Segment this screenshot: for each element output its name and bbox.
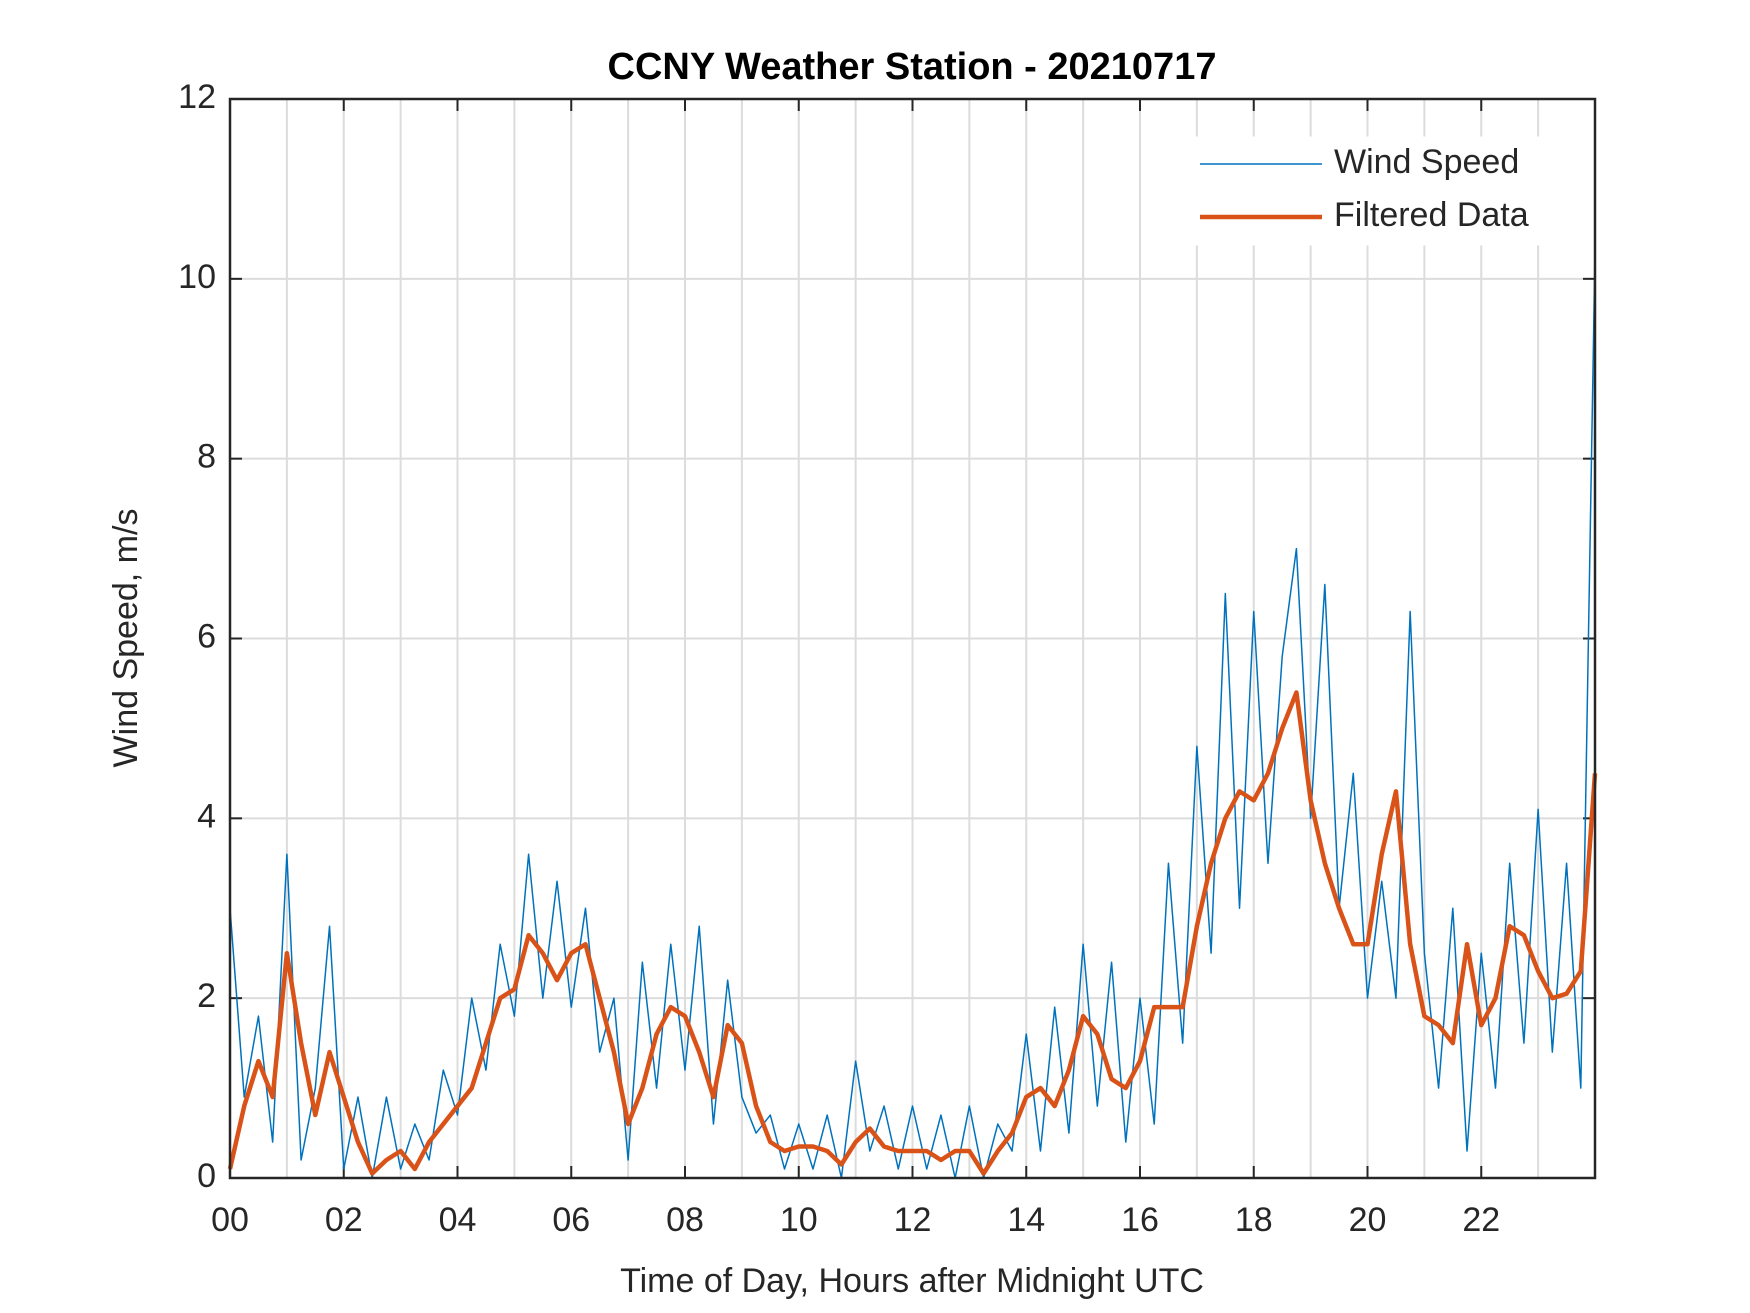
- x-tick-label: 00: [211, 1201, 249, 1239]
- y-tick-label: 2: [197, 977, 216, 1015]
- x-tick-label: 08: [666, 1201, 704, 1239]
- y-tick-label: 6: [197, 617, 216, 655]
- x-tick-label: 02: [325, 1201, 363, 1239]
- y-tick-label: 0: [197, 1157, 216, 1195]
- x-tick-label: 22: [1462, 1201, 1500, 1239]
- x-tick-label: 04: [439, 1201, 477, 1239]
- y-tick-label: 4: [197, 797, 216, 835]
- data-line: [227, 690, 1598, 1176]
- x-tick-label: 20: [1349, 1201, 1387, 1239]
- x-tick-label: 06: [552, 1201, 590, 1239]
- y-axis-label: Wind Speed, m/s: [107, 509, 145, 768]
- x-axis-label: Time of Day, Hours after Midnight UTC: [620, 1262, 1204, 1300]
- legend-label: Filtered Data: [1334, 196, 1529, 234]
- x-tick-label: 16: [1121, 1201, 1159, 1239]
- legend: Wind Speed Filtered Data: [1189, 136, 1581, 246]
- x-tick-label: 18: [1235, 1201, 1273, 1239]
- x-tick-label: 12: [894, 1201, 932, 1239]
- chart-title: CCNY Weather Station - 20210717: [608, 46, 1217, 88]
- data-line: [229, 251, 1596, 1179]
- x-tick-label: 14: [1007, 1201, 1045, 1239]
- plot-frame: [228, 97, 1597, 1180]
- legend-box: [1189, 136, 1581, 246]
- y-tick-label: 10: [178, 258, 216, 296]
- x-tick-label: 10: [780, 1201, 818, 1239]
- y-tick-label: 8: [197, 438, 216, 476]
- legend-label: Wind Speed: [1334, 143, 1519, 181]
- y-tick-label: 12: [178, 78, 216, 116]
